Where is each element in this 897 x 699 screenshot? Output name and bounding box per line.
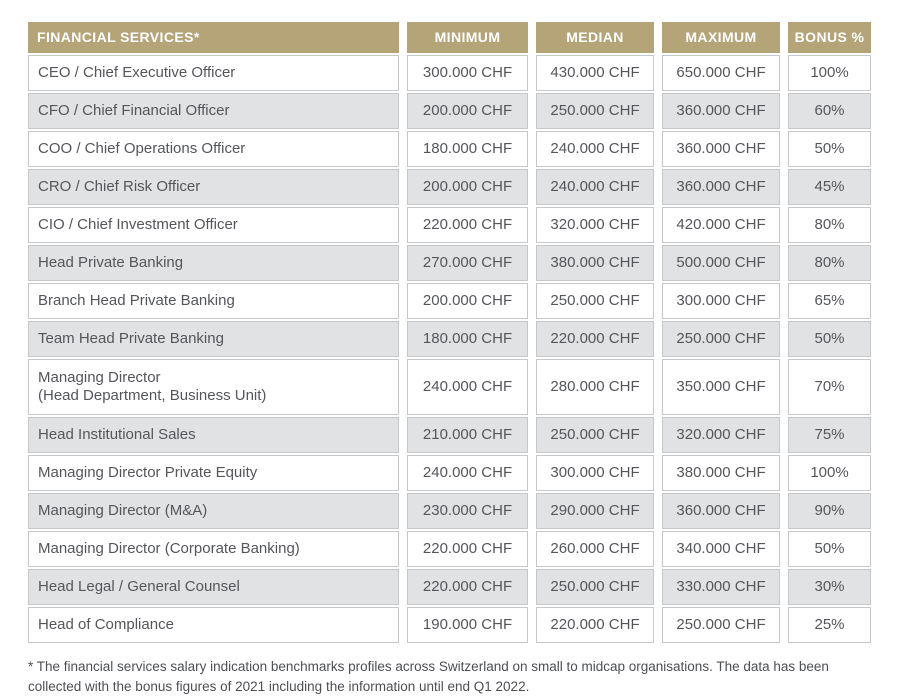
cell-maximum: 650.000 CHF bbox=[662, 55, 780, 91]
column-header-bonus: BONUS % bbox=[788, 22, 871, 53]
column-header-maximum: MAXIMUM bbox=[662, 22, 780, 53]
cell-bonus: 100% bbox=[788, 55, 871, 91]
cell-role: Managing Director (M&A) bbox=[28, 493, 399, 529]
cell-median: 240.000 CHF bbox=[536, 131, 654, 167]
cell-bonus: 25% bbox=[788, 607, 871, 643]
cell-bonus: 90% bbox=[788, 493, 871, 529]
cell-minimum: 220.000 CHF bbox=[407, 531, 528, 567]
cell-bonus: 65% bbox=[788, 283, 871, 319]
cell-role: Head Private Banking bbox=[28, 245, 399, 281]
cell-role: Managing Director Private Equity bbox=[28, 455, 399, 491]
cell-median: 240.000 CHF bbox=[536, 169, 654, 205]
cell-maximum: 380.000 CHF bbox=[662, 455, 780, 491]
cell-median: 250.000 CHF bbox=[536, 569, 654, 605]
cell-bonus: 30% bbox=[788, 569, 871, 605]
column-header-median: MEDIAN bbox=[536, 22, 654, 53]
cell-maximum: 340.000 CHF bbox=[662, 531, 780, 567]
cell-bonus: 50% bbox=[788, 531, 871, 567]
cell-maximum: 320.000 CHF bbox=[662, 417, 780, 453]
cell-median: 250.000 CHF bbox=[536, 417, 654, 453]
cell-minimum: 200.000 CHF bbox=[407, 283, 528, 319]
cell-median: 290.000 CHF bbox=[536, 493, 654, 529]
cell-minimum: 220.000 CHF bbox=[407, 207, 528, 243]
column-header-minimum: MINIMUM bbox=[407, 22, 528, 53]
column-maximum: MAXIMUM 650.000 CHF 360.000 CHF 360.000 CHF… bbox=[662, 22, 780, 643]
cell-minimum: 200.000 CHF bbox=[407, 93, 528, 129]
cell-median: 250.000 CHF bbox=[536, 93, 654, 129]
column-median: MEDIAN 430.000 CHF 250.000 CHF 240.000 CHF 2… bbox=[536, 22, 654, 643]
cell-bonus: 45% bbox=[788, 169, 871, 205]
cell-median: 300.000 CHF bbox=[536, 455, 654, 491]
cell-median: 220.000 CHF bbox=[536, 321, 654, 357]
cell-maximum: 350.000 CHF bbox=[662, 359, 780, 415]
cell-median: 280.000 CHF bbox=[536, 359, 654, 415]
cell-maximum: 500.000 CHF bbox=[662, 245, 780, 281]
cell-minimum: 180.000 CHF bbox=[407, 131, 528, 167]
cell-median: 380.000 CHF bbox=[536, 245, 654, 281]
cell-median: 260.000 CHF bbox=[536, 531, 654, 567]
cell-maximum: 420.000 CHF bbox=[662, 207, 780, 243]
cell-minimum: 220.000 CHF bbox=[407, 569, 528, 605]
cell-role: Branch Head Private Banking bbox=[28, 283, 399, 319]
cell-role: Managing Director (Head Department, Busi… bbox=[28, 359, 399, 415]
cell-maximum: 360.000 CHF bbox=[662, 131, 780, 167]
cell-minimum: 200.000 CHF bbox=[407, 169, 528, 205]
column-header-role: FINANCIAL SERVICES* bbox=[28, 22, 399, 53]
cell-bonus: 50% bbox=[788, 321, 871, 357]
cell-maximum: 250.000 CHF bbox=[662, 321, 780, 357]
cell-bonus: 75% bbox=[788, 417, 871, 453]
cell-minimum: 270.000 CHF bbox=[407, 245, 528, 281]
cell-role: Head of Compliance bbox=[28, 607, 399, 643]
cell-role: COO / Chief Operations Officer bbox=[28, 131, 399, 167]
cell-minimum: 230.000 CHF bbox=[407, 493, 528, 529]
cell-minimum: 240.000 CHF bbox=[407, 455, 528, 491]
column-bonus: BONUS % 100% 60% 50% 45% 80% 80% 65% 50% 70% 75% 10… bbox=[788, 22, 871, 643]
cell-role: CRO / Chief Risk Officer bbox=[28, 169, 399, 205]
cell-minimum: 300.000 CHF bbox=[407, 55, 528, 91]
cell-maximum: 360.000 CHF bbox=[662, 169, 780, 205]
cell-maximum: 300.000 CHF bbox=[662, 283, 780, 319]
cell-bonus: 100% bbox=[788, 455, 871, 491]
column-role: FINANCIAL SERVICES* CEO / Chief Executive… bbox=[28, 22, 399, 643]
cell-role: CFO / Chief Financial Officer bbox=[28, 93, 399, 129]
cell-role: CEO / Chief Executive Officer bbox=[28, 55, 399, 91]
cell-minimum: 240.000 CHF bbox=[407, 359, 528, 415]
cell-median: 220.000 CHF bbox=[536, 607, 654, 643]
cell-median: 250.000 CHF bbox=[536, 283, 654, 319]
cell-bonus: 50% bbox=[788, 131, 871, 167]
column-minimum: MINIMUM 300.000 CHF 200.000 CHF 180.000 CHF… bbox=[407, 22, 528, 643]
cell-bonus: 80% bbox=[788, 245, 871, 281]
cell-role: CIO / Chief Investment Officer bbox=[28, 207, 399, 243]
cell-maximum: 250.000 CHF bbox=[662, 607, 780, 643]
cell-minimum: 210.000 CHF bbox=[407, 417, 528, 453]
cell-role: Team Head Private Banking bbox=[28, 321, 399, 357]
cell-minimum: 190.000 CHF bbox=[407, 607, 528, 643]
cell-bonus: 70% bbox=[788, 359, 871, 415]
cell-maximum: 330.000 CHF bbox=[662, 569, 780, 605]
cell-bonus: 60% bbox=[788, 93, 871, 129]
cell-role: Head Institutional Sales bbox=[28, 417, 399, 453]
footnote: * The financial services salary indicati… bbox=[28, 659, 829, 695]
cell-role: Head Legal / General Counsel bbox=[28, 569, 399, 605]
cell-maximum: 360.000 CHF bbox=[662, 93, 780, 129]
cell-median: 320.000 CHF bbox=[536, 207, 654, 243]
cell-minimum: 180.000 CHF bbox=[407, 321, 528, 357]
cell-maximum: 360.000 CHF bbox=[662, 493, 780, 529]
salary-table: FINANCIAL SERVICES* CEO / Chief Executive… bbox=[28, 22, 873, 643]
cell-median: 430.000 CHF bbox=[536, 55, 654, 91]
cell-role: Managing Director (Corporate Banking) bbox=[28, 531, 399, 567]
cell-bonus: 80% bbox=[788, 207, 871, 243]
